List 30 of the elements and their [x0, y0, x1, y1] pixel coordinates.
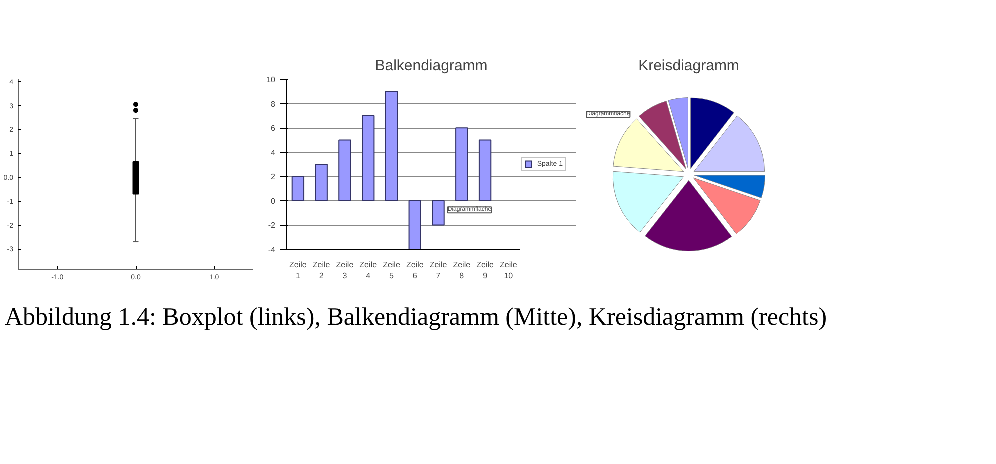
x-tick-label: Zeile 6 [406, 260, 424, 280]
text: Abbildung 1.4: Boxplot (links), Balkendiagramm (Mitte), Kreisdiagramm (rechts) [5, 303, 828, 333]
chart-title: Balkendiagramm [375, 58, 488, 74]
bar [315, 164, 328, 202]
y-tick-label: -2 [268, 221, 276, 230]
y-tick-label: 2 [271, 172, 276, 182]
bar [432, 200, 445, 226]
x-tick-label: Zeile 7 [430, 260, 448, 280]
x-tick-label: Zeile 1 [290, 260, 308, 280]
chart-title: Kreisdiagramm [638, 58, 740, 74]
x-tick-label: Zeile 9 [476, 260, 495, 280]
x-tick-label: Zeile 8 [453, 260, 472, 280]
x-tick-label: Zeile 5 [383, 260, 401, 280]
bar [408, 200, 422, 250]
x-tick-label: Zeile 3 [336, 260, 354, 280]
x-tick-label: Zeile 10 [500, 260, 518, 280]
y-tick-label: 8 [271, 100, 276, 109]
bar [478, 140, 492, 202]
bar [292, 176, 305, 202]
bar [385, 91, 398, 202]
y-tick-label: 0 [271, 196, 276, 206]
y-tick-label: 4 [271, 148, 276, 158]
y-tick-label: 6 [271, 124, 276, 134]
bar [338, 140, 352, 202]
x-tick-label: Zeile 4 [360, 260, 378, 280]
y-tick-label: 10 [266, 76, 276, 84]
x-tick-label: Zeile 2 [312, 260, 331, 280]
y-tick-label: -4 [268, 246, 276, 254]
bar [456, 128, 468, 202]
bar [362, 115, 375, 202]
